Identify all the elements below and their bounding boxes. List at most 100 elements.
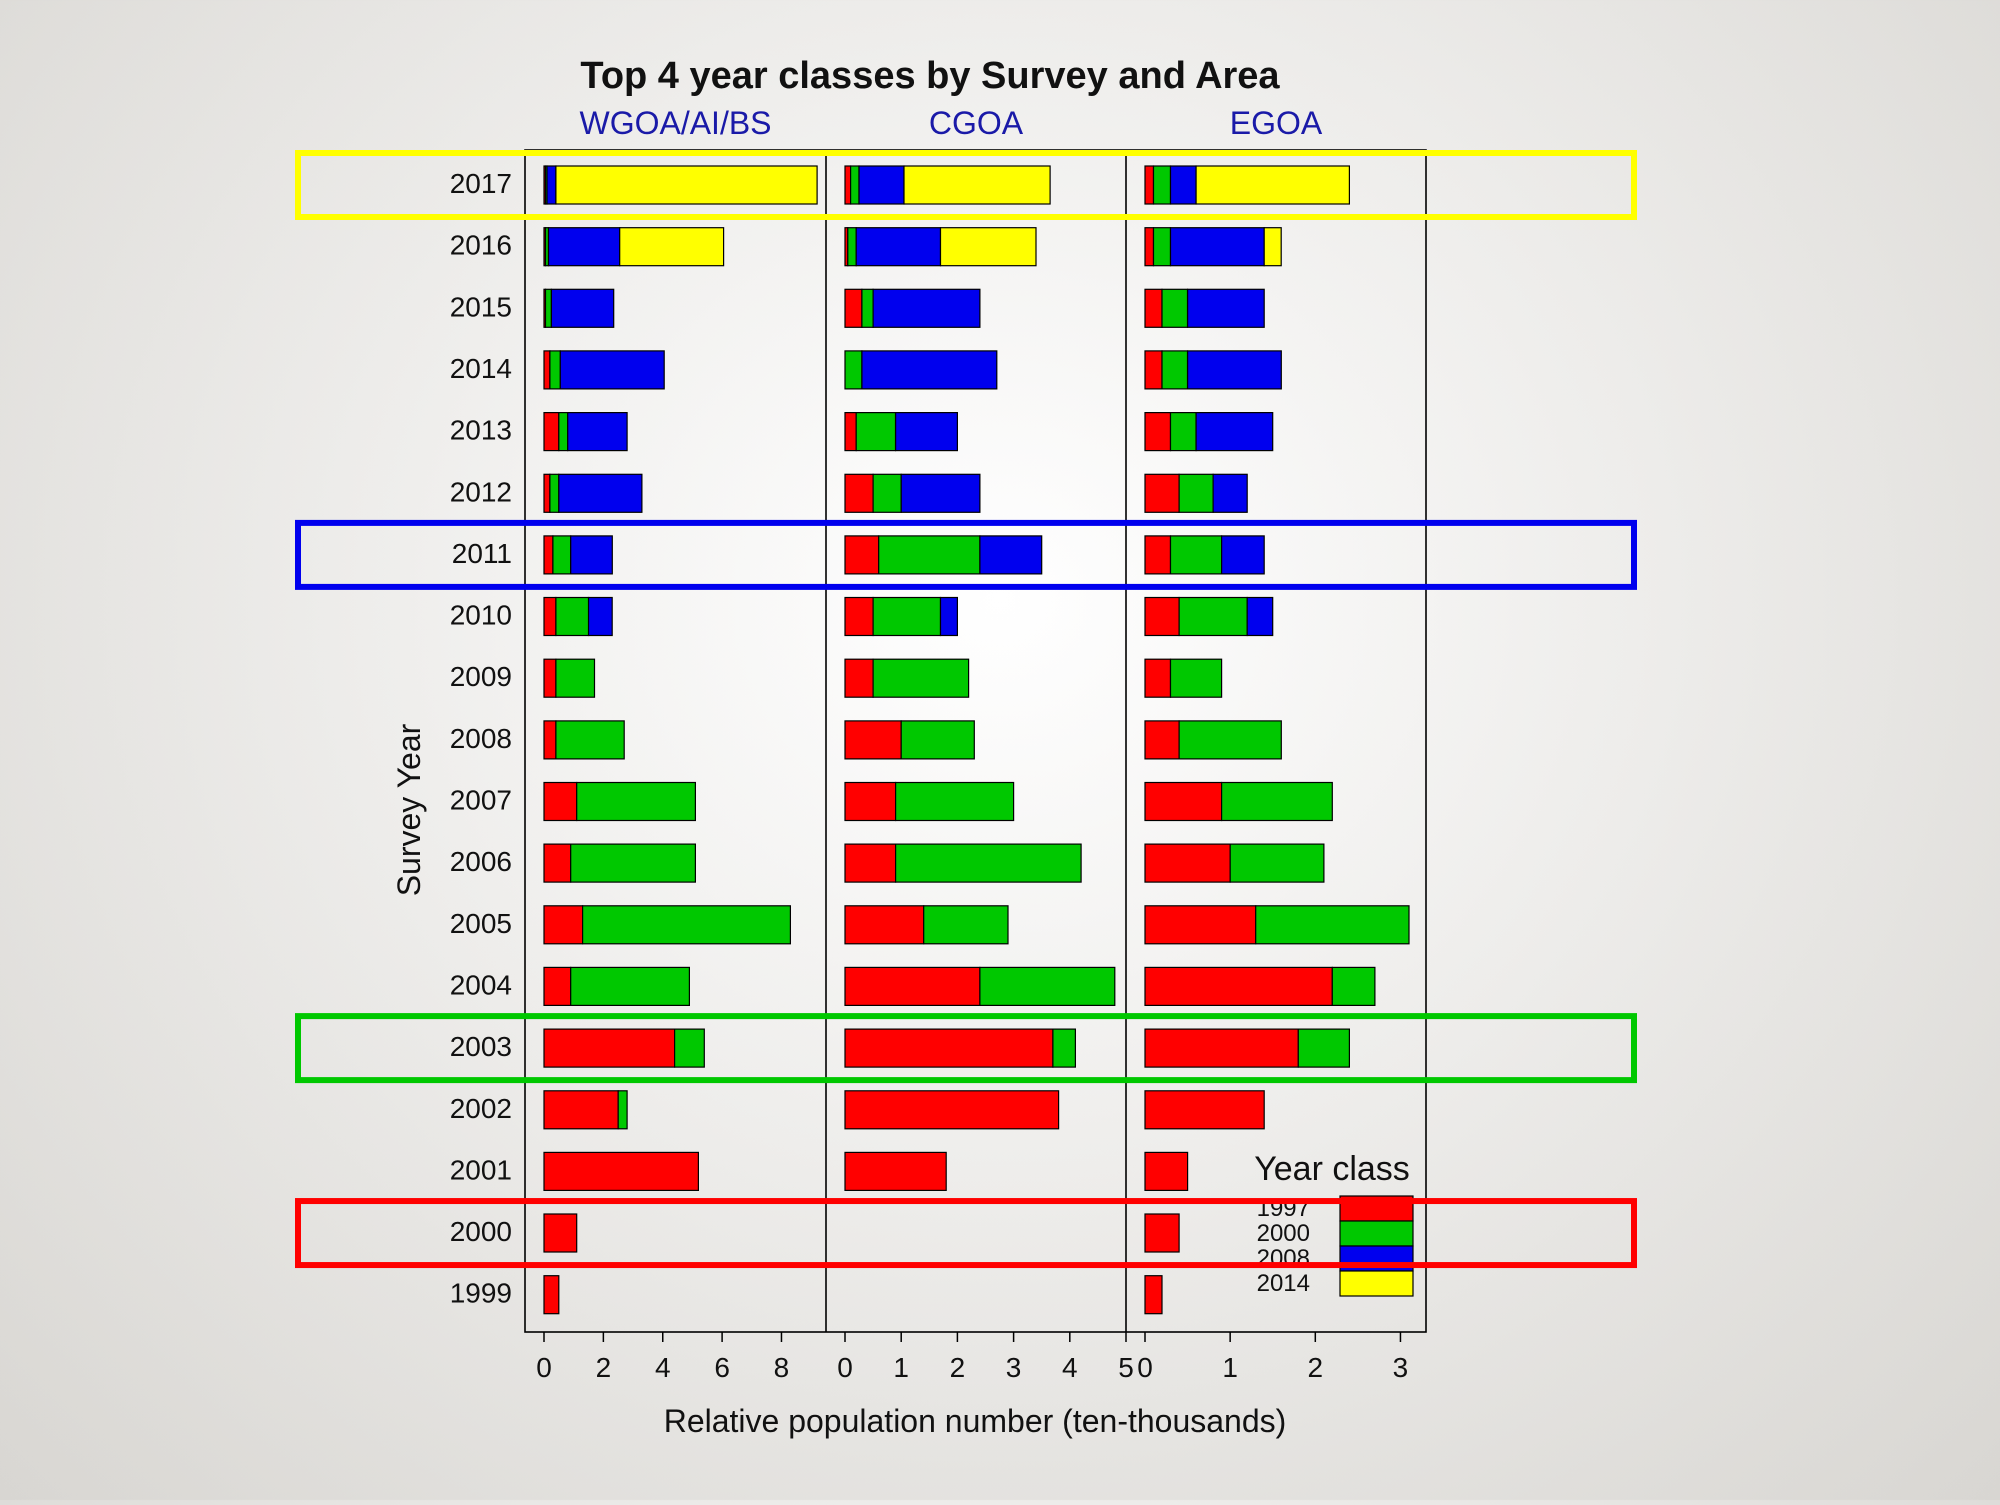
legend-swatch — [1339, 1220, 1414, 1247]
bar-segment — [1144, 658, 1172, 698]
bar-segment — [1144, 1028, 1299, 1068]
bar-segment — [849, 165, 860, 205]
row-label: 2001 — [450, 1154, 512, 1185]
row-label: 2013 — [450, 415, 512, 446]
bar-segment — [872, 658, 970, 698]
panel-header: CGOA — [929, 105, 1024, 141]
bar-segment — [1331, 966, 1376, 1007]
bar-segment — [1144, 781, 1223, 822]
legend-label: 2000 — [1257, 1220, 1310, 1247]
row-label: 2002 — [450, 1093, 512, 1124]
bar-segment — [555, 720, 625, 760]
bar-segment — [1144, 1213, 1180, 1253]
bar-segment — [619, 227, 725, 267]
bar-segment — [1152, 227, 1172, 267]
bar-segment — [543, 473, 551, 513]
bar-segment — [844, 165, 852, 205]
x-tick-label: 3 — [1006, 1352, 1022, 1383]
row-label: 2008 — [450, 723, 512, 754]
bar-segment — [1144, 350, 1163, 390]
x-tick-label: 8 — [774, 1352, 790, 1383]
bar-segment — [979, 966, 1116, 1007]
bar-segment — [1144, 288, 1163, 328]
row-label: 2016 — [450, 230, 512, 261]
bar-segment — [903, 165, 1051, 205]
legend-label: 2014 — [1257, 1270, 1310, 1297]
row-label: 2006 — [450, 846, 512, 877]
bar-segment — [543, 1213, 578, 1253]
bar-segment — [878, 535, 981, 575]
bar-segment — [844, 535, 880, 575]
bar-segment — [844, 1090, 1060, 1130]
x-tick-label: 0 — [536, 1352, 552, 1383]
bar-segment — [558, 473, 643, 513]
bar-segment — [555, 165, 818, 205]
row-label: 2003 — [450, 1031, 512, 1062]
row-label: 1999 — [450, 1278, 512, 1309]
panel-header: EGOA — [1230, 105, 1323, 141]
x-tick-label: 3 — [1393, 1352, 1409, 1383]
bar-segment — [587, 596, 613, 637]
bar-segment — [894, 843, 1082, 883]
bar-segment — [550, 288, 615, 328]
x-tick-label: 1 — [1222, 1352, 1238, 1383]
bar-segment — [844, 1028, 1054, 1068]
bar-segment — [543, 535, 554, 575]
bar-segment — [1144, 1090, 1265, 1130]
bar-segment — [844, 596, 874, 637]
bar-segment — [855, 412, 897, 452]
bar-segment — [1144, 227, 1155, 267]
bar-segment — [543, 350, 551, 390]
bar-segment — [844, 1151, 947, 1192]
bar-segment — [844, 720, 902, 760]
bar-segment — [844, 350, 863, 390]
bar-segment — [1052, 1028, 1077, 1068]
bar-segment — [1229, 843, 1325, 883]
row-label: 2012 — [450, 476, 512, 507]
bar-segment — [543, 412, 560, 452]
highlight-box — [295, 1198, 1637, 1269]
bar-segment — [543, 966, 572, 1007]
bar-segment — [894, 412, 958, 452]
bar-segment — [1220, 781, 1333, 822]
x-tick-label: 5 — [1118, 1352, 1134, 1383]
bar-segment — [844, 966, 981, 1007]
highlight-box — [295, 1013, 1637, 1084]
bar-segment — [570, 535, 613, 575]
bar-segment — [844, 412, 857, 452]
bar-segment — [570, 966, 691, 1007]
bar-segment — [543, 1028, 676, 1068]
bar-segment — [1186, 350, 1282, 390]
highlight-box — [295, 519, 1637, 590]
bar-segment — [1161, 288, 1189, 328]
legend-title: Year class — [1254, 1150, 1410, 1188]
bar-segment — [1263, 227, 1282, 267]
bar-segment — [939, 596, 958, 637]
bar-segment — [900, 473, 981, 513]
bar-segment — [543, 1090, 619, 1130]
row-label: 2017 — [450, 168, 512, 199]
bar-segment — [858, 165, 905, 205]
bar-segment — [1144, 905, 1257, 945]
bar-segment — [543, 781, 578, 822]
bar-segment — [900, 720, 975, 760]
bar-segment — [1186, 288, 1265, 328]
x-tick-label: 2 — [950, 1352, 966, 1383]
bar-segment — [549, 473, 560, 513]
bar-segment — [567, 412, 628, 452]
bar-segment — [1144, 165, 1155, 205]
bar-segment — [844, 781, 897, 822]
bar-segment — [1169, 165, 1197, 205]
x-tick-label: 0 — [837, 1352, 853, 1383]
bar-segment — [543, 1275, 560, 1315]
x-tick-label: 2 — [596, 1352, 612, 1383]
bar-segment — [546, 165, 557, 205]
row-label: 2015 — [450, 291, 512, 322]
bar-segment — [543, 658, 557, 698]
bar-segment — [617, 1090, 628, 1130]
x-tick-label: 2 — [1308, 1352, 1324, 1383]
chart-title: Top 4 year classes by Survey and Area — [580, 55, 1280, 97]
